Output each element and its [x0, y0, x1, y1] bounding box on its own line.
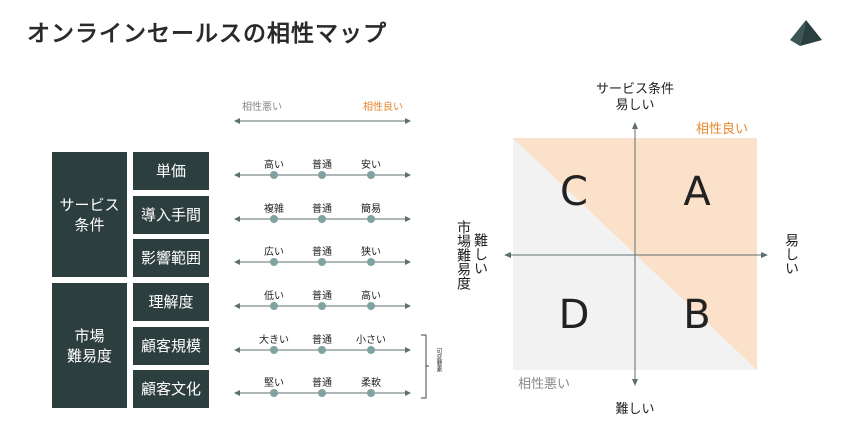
bottom-axis-end: 難しい — [615, 402, 655, 417]
scale-option: 普通 — [312, 160, 332, 171]
quadrant-d: D — [558, 292, 590, 338]
criterion-0-0: 単価 — [133, 152, 209, 190]
criterion-0-1: 導入手間 — [133, 196, 209, 234]
scale-option: 小さい — [356, 335, 386, 346]
left-axis-end: 難しい — [472, 233, 488, 275]
scale-option: 普通 — [312, 291, 332, 302]
scale-header-arrow — [234, 118, 411, 124]
scale-option: 複雑 — [264, 204, 284, 215]
scale-option: 低い — [264, 291, 284, 302]
logo-pyramid-icon — [790, 20, 822, 46]
scale-option: 普通 — [312, 247, 332, 258]
scale-dot[interactable] — [270, 171, 278, 179]
scale-option: 普通 — [312, 335, 332, 346]
scale-option: 高い — [361, 291, 381, 302]
scale-option: 安い — [361, 160, 381, 171]
scale-dot[interactable] — [367, 389, 375, 397]
good-label: 相性良い — [695, 122, 749, 137]
scale-dot[interactable] — [367, 258, 375, 266]
quadrant-c: C — [560, 169, 588, 215]
variable-note: 可変要素 — [435, 348, 442, 372]
scale-dot[interactable] — [318, 302, 326, 310]
quadrant-b: B — [683, 292, 711, 338]
right-axis-end: 易しい — [783, 233, 799, 275]
scale-option: 普通 — [312, 204, 332, 215]
top-axis-title: サービス条件 — [595, 82, 675, 97]
scale-option: 堅い — [264, 378, 284, 389]
scale-dot[interactable] — [270, 389, 278, 397]
scale-option: 広い — [264, 247, 284, 258]
criterion-1-0: 理解度 — [133, 283, 209, 321]
page-title: オンラインセールスの相性マップ — [27, 21, 387, 47]
scale-header-bad: 相性悪い — [242, 102, 282, 113]
scale-dot[interactable] — [270, 346, 278, 354]
group-0: サービス 条件 — [52, 152, 127, 277]
quadrant-a: A — [683, 169, 711, 215]
scale-dot[interactable] — [318, 389, 326, 397]
scale-dot[interactable] — [270, 258, 278, 266]
criterion-1-1: 顧客規模 — [133, 327, 209, 365]
group-1: 市場 難易度 — [52, 283, 127, 408]
top-axis-end: 易しい — [615, 98, 655, 113]
scale-dot[interactable] — [367, 171, 375, 179]
scale-dot[interactable] — [318, 171, 326, 179]
scale-dot[interactable] — [367, 302, 375, 310]
scale-option: 高い — [264, 160, 284, 171]
criterion-0-2: 影響範囲 — [133, 239, 209, 277]
left-axis-title: 市場難易度 — [455, 220, 471, 290]
scale-option: 柔軟 — [361, 378, 381, 389]
scale-dot[interactable] — [318, 215, 326, 223]
scale-dot[interactable] — [367, 346, 375, 354]
scale-dot[interactable] — [318, 346, 326, 354]
scale-option: 普通 — [312, 378, 332, 389]
scale-dot[interactable] — [367, 215, 375, 223]
scale-dot[interactable] — [318, 258, 326, 266]
scale-option: 大きい — [259, 335, 289, 346]
scale-option: 狭い — [361, 247, 381, 258]
scale-header-good: 相性良い — [363, 102, 403, 113]
scale-option: 簡易 — [361, 204, 381, 215]
bad-label: 相性悪い — [518, 377, 571, 392]
criterion-1-2: 顧客文化 — [133, 370, 209, 408]
bracket — [421, 334, 429, 399]
scale-dot[interactable] — [270, 215, 278, 223]
scale-dot[interactable] — [270, 302, 278, 310]
